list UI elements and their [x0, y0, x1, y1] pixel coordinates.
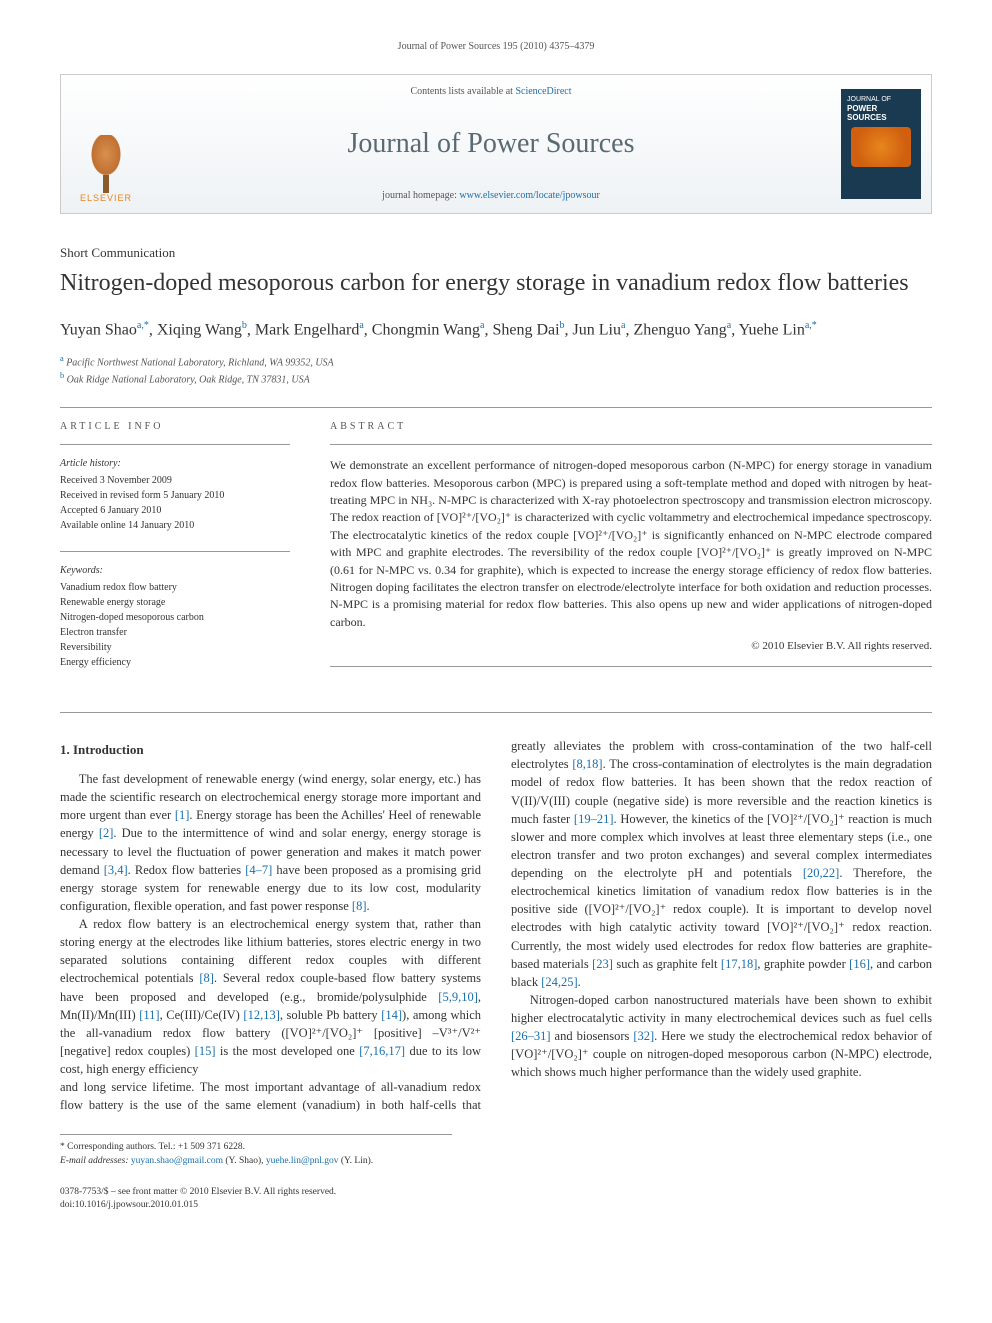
keyword: Reversibility	[60, 640, 290, 655]
email-line: E-mail addresses: yuyan.shao@gmail.com (…	[60, 1155, 452, 1168]
article-title: Nitrogen-doped mesoporous carbon for ene…	[60, 268, 932, 298]
doi-line: doi:10.1016/j.jpowsour.2010.01.015	[60, 1199, 932, 1212]
homepage-prefix: journal homepage:	[382, 190, 459, 201]
journal-banner-title: Journal of Power Sources	[151, 124, 831, 163]
elsevier-tree-icon	[81, 135, 131, 190]
affiliation-mark: b	[60, 371, 64, 380]
cover-thumb-area: JOURNAL OF POWER SOURCES	[831, 75, 931, 213]
keyword: Electron transfer	[60, 625, 290, 640]
publisher-logo-area: ELSEVIER	[61, 75, 151, 213]
issn-line: 0378-7753/$ – see front matter © 2010 El…	[60, 1186, 932, 1199]
body-paragraph: The fast development of renewable energy…	[60, 770, 481, 915]
section-heading-intro: 1. Introduction	[60, 741, 481, 760]
cover-title: POWER SOURCES	[847, 105, 915, 123]
cover-image-icon	[851, 127, 911, 167]
keywords-label: Keywords:	[60, 564, 290, 578]
abstract-copyright: © 2010 Elsevier B.V. All rights reserved…	[330, 639, 932, 654]
homepage-line: journal homepage: www.elsevier.com/locat…	[151, 189, 831, 203]
homepage-link[interactable]: www.elsevier.com/locate/jpowsour	[459, 190, 599, 201]
history-line: Available online 14 January 2010	[60, 518, 290, 533]
divider	[330, 444, 932, 445]
elsevier-logo: ELSEVIER	[71, 125, 141, 205]
email-link[interactable]: yuyan.shao@gmail.com	[131, 1156, 223, 1166]
keyword: Renewable energy storage	[60, 595, 290, 610]
emails-label: E-mail addresses:	[60, 1156, 131, 1166]
body-columns: 1. Introduction The fast development of …	[60, 737, 932, 1114]
affiliation-a: a Pacific Northwest National Laboratory,…	[60, 353, 932, 370]
abstract-head: ABSTRACT	[330, 420, 932, 434]
abstract-text: We demonstrate an excellent performance …	[330, 457, 932, 631]
affiliation-mark: a	[60, 354, 64, 363]
divider	[60, 712, 932, 713]
divider	[330, 666, 932, 667]
abstract-column: ABSTRACT We demonstrate an excellent per…	[330, 420, 932, 688]
article-info-head: ARTICLE INFO	[60, 420, 290, 434]
email-who: (Y. Lin).	[338, 1156, 373, 1166]
history-line: Received in revised form 5 January 2010	[60, 488, 290, 503]
keyword: Energy efficiency	[60, 655, 290, 670]
divider	[60, 551, 290, 552]
article-info-column: ARTICLE INFO Article history: Received 3…	[60, 420, 290, 688]
banner-center: Contents lists available at ScienceDirec…	[151, 75, 831, 213]
divider	[60, 444, 290, 445]
email-who: (Y. Shao),	[223, 1156, 266, 1166]
bottom-meta: 0378-7753/$ – see front matter © 2010 El…	[60, 1186, 932, 1213]
publisher-name: ELSEVIER	[80, 192, 132, 205]
affiliation-text: Pacific Northwest National Laboratory, R…	[66, 357, 333, 368]
contents-prefix: Contents lists available at	[410, 86, 515, 97]
page: Journal of Power Sources 195 (2010) 4375…	[0, 0, 992, 1253]
footnotes: * Corresponding authors. Tel.: +1 509 37…	[60, 1134, 452, 1168]
history-line: Accepted 6 January 2010	[60, 503, 290, 518]
divider	[60, 407, 932, 408]
keyword: Vanadium redox flow battery	[60, 580, 290, 595]
affiliation-b: b Oak Ridge National Laboratory, Oak Rid…	[60, 370, 932, 387]
email-link[interactable]: yuehe.lin@pnl.gov	[266, 1156, 339, 1166]
running-header: Journal of Power Sources 195 (2010) 4375…	[60, 40, 932, 54]
history-block: Article history: Received 3 November 200…	[60, 457, 290, 533]
keyword: Nitrogen-doped mesoporous carbon	[60, 610, 290, 625]
corresponding-author-note: * Corresponding authors. Tel.: +1 509 37…	[60, 1141, 452, 1154]
info-abstract-row: ARTICLE INFO Article history: Received 3…	[60, 420, 932, 688]
keywords-block: Keywords: Vanadium redox flow battery Re…	[60, 564, 290, 670]
history-line: Received 3 November 2009	[60, 473, 290, 488]
body-paragraph: Nitrogen-doped carbon nanostructured mat…	[511, 991, 932, 1082]
authors-line: Yuyan Shaoa,*, Xiqing Wangb, Mark Engelh…	[60, 318, 932, 342]
history-label: Article history:	[60, 457, 290, 471]
journal-cover-thumbnail: JOURNAL OF POWER SOURCES	[841, 89, 921, 199]
contents-line: Contents lists available at ScienceDirec…	[151, 85, 831, 99]
sciencedirect-link[interactable]: ScienceDirect	[515, 86, 571, 97]
article-type: Short Communication	[60, 244, 932, 262]
affiliation-text: Oak Ridge National Laboratory, Oak Ridge…	[67, 374, 310, 385]
affiliations: a Pacific Northwest National Laboratory,…	[60, 353, 932, 388]
journal-banner: ELSEVIER Contents lists available at Sci…	[60, 74, 932, 214]
body-paragraph: A redox flow battery is an electrochemic…	[60, 915, 481, 1078]
